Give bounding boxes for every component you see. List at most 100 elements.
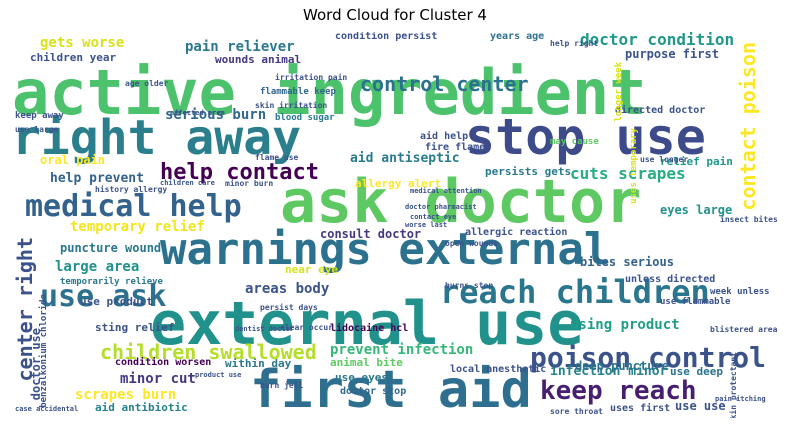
word: local anesthetic <box>450 364 547 375</box>
word: blood sugar <box>275 113 335 123</box>
word: serious burn <box>165 107 267 123</box>
word: warnings external <box>160 224 611 275</box>
word: active ingredient <box>12 56 647 129</box>
word: affected area <box>170 109 225 117</box>
word: use ask <box>40 279 167 314</box>
word: control center <box>360 72 529 96</box>
word: keep reach <box>540 376 697 406</box>
word: using product <box>570 317 680 333</box>
word: worse last <box>405 221 448 229</box>
word: use use <box>675 399 726 413</box>
word: week unless <box>710 287 770 297</box>
word: aid help <box>420 131 469 142</box>
word: children care <box>160 179 215 187</box>
word: use deep <box>670 365 723 378</box>
word: medical attention <box>410 187 482 195</box>
word: doctor condition <box>580 32 735 49</box>
word: allergic reaction <box>465 227 568 238</box>
word: fire flame <box>425 142 486 153</box>
word: years age <box>490 32 545 42</box>
word: burn jell <box>260 381 304 390</box>
word: open wounds <box>445 239 498 248</box>
word: wounds animal <box>215 53 302 66</box>
word: temporarily relieve <box>60 277 163 287</box>
word: consult doctor <box>320 227 422 241</box>
word: puncture wound <box>60 241 162 255</box>
word: use flammable <box>660 297 731 307</box>
word: uses first <box>610 403 671 414</box>
word: allergy alert <box>355 177 442 190</box>
word: infection minor <box>550 364 668 379</box>
word: prevent infection <box>330 342 474 358</box>
word: medical help <box>25 189 242 224</box>
word: near eye <box>285 263 338 276</box>
word: animal bite <box>330 356 403 369</box>
word: aid antiseptic <box>350 151 460 166</box>
word: ask doctor <box>280 167 642 237</box>
word: minor cut <box>120 371 196 387</box>
word: right away <box>12 110 301 166</box>
word: clear occur <box>280 323 333 332</box>
word: aid antibiotic <box>95 401 188 414</box>
word: flame use <box>255 153 299 162</box>
word: purpose first <box>625 47 719 61</box>
word: dentist doctor <box>235 325 295 333</box>
word: burns stop <box>445 281 494 290</box>
word: pain reliever <box>185 39 295 55</box>
word: pain itching <box>715 395 766 403</box>
word: temporary relief <box>70 219 205 235</box>
word: condition worsen <box>115 357 212 368</box>
word: use eyes <box>335 371 388 384</box>
word: deep puncture <box>575 359 669 373</box>
word: unless directed <box>625 274 716 285</box>
word: product use <box>195 371 242 379</box>
word: oral pain <box>40 153 106 167</box>
word: blistered area <box>710 325 778 334</box>
word: help right <box>550 39 599 48</box>
word: flammable keep <box>260 87 336 97</box>
word: skin irritation <box>255 101 328 110</box>
word: age older <box>125 79 169 88</box>
word: contact poison <box>736 42 760 211</box>
word: persist days <box>260 303 318 312</box>
word-cloud: active ingredient right away stop use as… <box>10 32 781 418</box>
word: large area <box>55 259 140 275</box>
word: use large <box>15 125 59 134</box>
word: bites serious <box>580 255 674 269</box>
word: sting relief <box>95 321 175 334</box>
word: reach children <box>440 273 710 311</box>
word: use longer <box>640 155 689 164</box>
word: doctor pharmacist <box>405 203 477 211</box>
word: children year <box>30 51 117 64</box>
word: cuts scrapes <box>570 164 686 183</box>
word: help prevent <box>50 171 144 186</box>
word: uses temporary <box>629 128 639 204</box>
word: relief pain <box>660 155 733 168</box>
word: lidocaine hcl <box>330 323 409 334</box>
word: eyes large <box>660 203 733 217</box>
chart-title: Word Cloud for Cluster 4 <box>303 6 487 24</box>
word: keep away <box>15 111 64 121</box>
word: sore throat <box>550 407 603 416</box>
word: contact eye <box>410 213 457 221</box>
word: irritation pain <box>275 73 348 82</box>
word: benzalkonium chloride <box>39 294 49 408</box>
word: may cause <box>550 137 599 147</box>
word: use product <box>80 295 153 308</box>
word: external use <box>150 289 584 359</box>
word: minor burn <box>225 179 274 188</box>
word: history allergy <box>95 185 168 194</box>
word: condition persist <box>335 32 438 42</box>
word: skin protectant <box>729 352 738 418</box>
word: first aid <box>250 360 532 418</box>
word: stop use <box>465 108 706 166</box>
word: persists gets <box>485 165 572 178</box>
word: children swallowed <box>100 340 317 364</box>
word: within day <box>225 357 292 370</box>
word: poison control <box>530 341 767 374</box>
word: longer week <box>614 62 624 122</box>
word: gets worse <box>40 35 125 51</box>
word: areas body <box>245 281 330 297</box>
word: directed doctor <box>615 105 706 116</box>
word: scrapes burn <box>75 387 177 403</box>
